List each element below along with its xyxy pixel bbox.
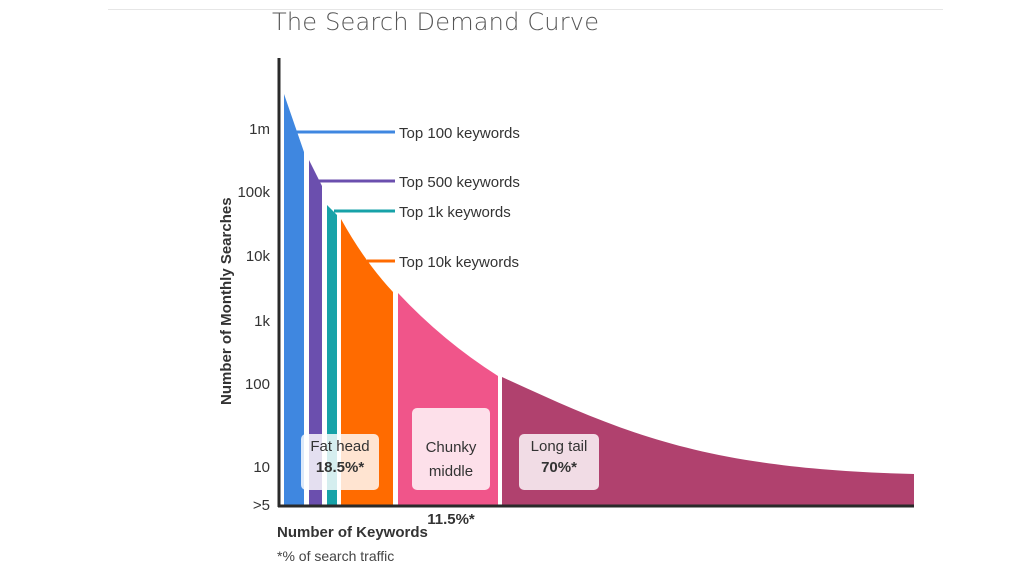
band-long-tail (502, 377, 914, 505)
segment-long-tail-name: Long tail (530, 438, 588, 455)
segment-chunky-middle: Chunky middle 11.5%* (412, 408, 490, 528)
y-tick-label: >5 (253, 497, 270, 514)
band-top-500-keywords (309, 160, 322, 505)
x-axis-label: Number of Keywords (277, 524, 428, 541)
segment-fat-head-name: Fat head (310, 438, 370, 455)
y-tick-label: 100k (237, 184, 270, 201)
footnote: *% of search traffic (277, 548, 395, 564)
band-top-1k-keywords (327, 205, 337, 505)
callout-label: Top 10k keywords (399, 254, 519, 271)
segment-long-tail: Long tail 70%* (519, 434, 599, 490)
y-tick-label: 1m (249, 121, 270, 138)
callout-label: Top 500 keywords (399, 174, 520, 191)
segment-fat-head: Fat head 18.5%* (301, 434, 379, 490)
callout-label: Top 1k keywords (399, 204, 511, 221)
top-divider (108, 9, 943, 10)
band-top-10k-keywords (341, 219, 393, 505)
y-tick-label: 10 (253, 459, 270, 476)
y-axis-label: Number of Monthly Searches (218, 197, 235, 405)
chart-title: The Search Demand Curve (272, 8, 600, 36)
callout-label: Top 100 keywords (399, 125, 520, 142)
segment-long-tail-share: 70%* (541, 459, 577, 476)
segment-chunky-middle-share: 11.5%* (427, 511, 475, 528)
segment-fat-head-share: 18.5%* (315, 459, 365, 476)
band-top-100-keywords (284, 94, 304, 505)
y-tick-label: 10k (246, 248, 271, 265)
segment-chunky-middle-name: Chunky middle (425, 439, 477, 480)
y-tick-label: 100 (245, 376, 270, 393)
y-tick-label: 1k (254, 313, 270, 330)
